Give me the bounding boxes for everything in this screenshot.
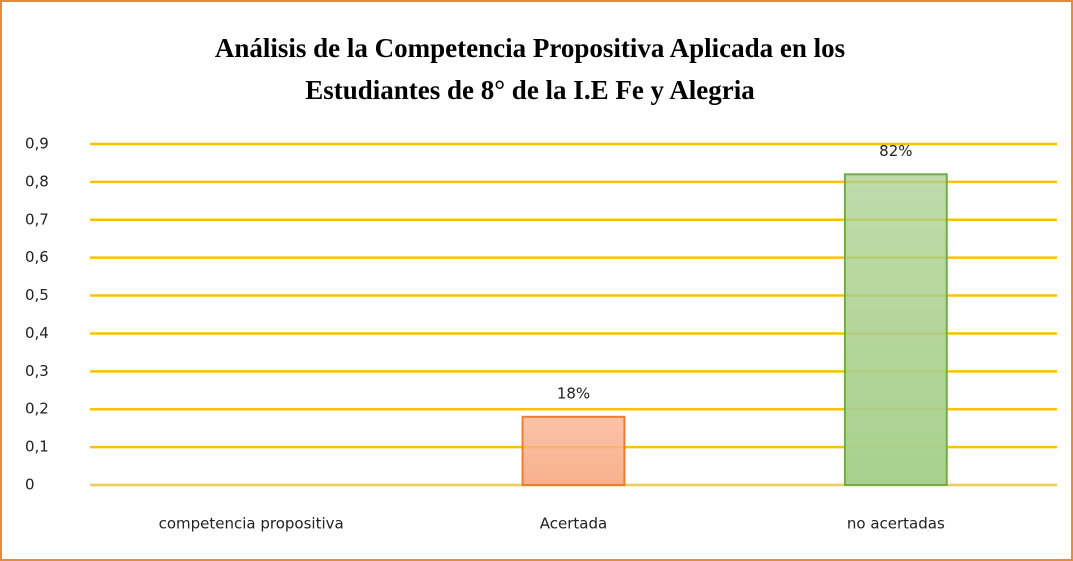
y-tick-label: 0,3 [25, 362, 49, 380]
y-tick-label: 0,2 [25, 400, 49, 418]
x-tick-label: Acertada [540, 515, 607, 533]
y-tick-label: 0,7 [25, 210, 49, 228]
bar [843, 173, 948, 487]
y-tick-label: 0 [25, 476, 35, 494]
x-tick-label: competencia propositiva [159, 515, 344, 533]
y-tick-label: 0,1 [25, 438, 49, 456]
x-tick-label: no acertadas [847, 515, 945, 533]
data-label: 18% [557, 384, 590, 402]
data-label: 82% [879, 142, 912, 160]
y-tick-label: 0,9 [25, 135, 49, 153]
y-tick-label: 0,6 [25, 248, 49, 266]
y-tick-label: 0,8 [25, 172, 49, 190]
chart-title: Estudiantes de 8° de la I.E Fe y Alegria [305, 75, 755, 105]
y-tick-label: 0,4 [25, 324, 49, 342]
bar [521, 415, 626, 486]
chart-title: Análisis de la Competencia Propositiva A… [215, 33, 845, 63]
y-tick-label: 0,5 [25, 286, 49, 304]
